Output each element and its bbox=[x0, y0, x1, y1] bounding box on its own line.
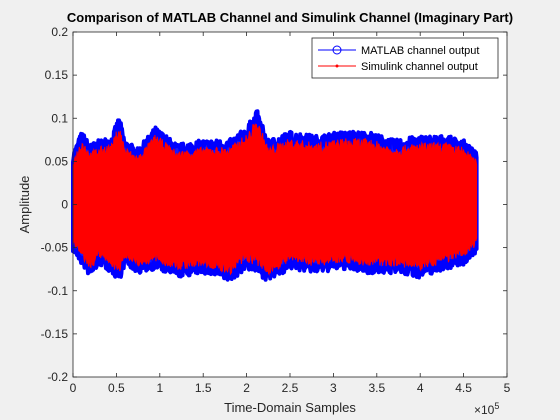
x-tick-label: 3.5 bbox=[368, 381, 385, 395]
series-layer bbox=[71, 109, 479, 282]
x-axis-exponent: ×105 bbox=[474, 401, 499, 417]
legend-label: MATLAB channel output bbox=[361, 45, 479, 57]
chart-title: Comparison of MATLAB Channel and Simulin… bbox=[67, 10, 513, 25]
x-axis-exponent-power: 5 bbox=[494, 401, 499, 411]
x-tick-label: 3 bbox=[330, 381, 337, 395]
x-tick-label: 4 bbox=[417, 381, 424, 395]
legend-marker bbox=[332, 45, 342, 55]
x-axis-exponent-base: ×10 bbox=[474, 403, 495, 417]
ticks-layer: 0 0.5 1 1.5 2 2.5 3 3.5 4 4.5 5 -0.2 -0.15 -0.1 -0.05 0… bbox=[41, 25, 511, 395]
y-tick-label: 0.05 bbox=[45, 154, 69, 168]
x-axis-label: Time-Domain Samples bbox=[224, 400, 356, 415]
x-tick-label: 1 bbox=[156, 381, 163, 395]
simulink-series-fill bbox=[72, 123, 478, 276]
y-tick-label: -0.05 bbox=[41, 241, 69, 255]
y-tick-label: -0.1 bbox=[47, 284, 68, 298]
x-tick-label: 1.5 bbox=[195, 381, 212, 395]
x-tick-label: 0.5 bbox=[108, 381, 125, 395]
y-tick-label: 0.1 bbox=[51, 111, 68, 125]
x-tick-label: 5 bbox=[504, 381, 511, 395]
x-tick-label: 2.5 bbox=[282, 381, 299, 395]
legend-label: Simulink channel output bbox=[361, 61, 478, 73]
y-axis-label: Amplitude bbox=[17, 176, 32, 234]
legend-box bbox=[311, 37, 499, 79]
x-tick-label: 4.5 bbox=[455, 381, 472, 395]
legend-marker bbox=[335, 64, 339, 68]
legend: MATLAB channel output Simulink channel ou… bbox=[311, 37, 499, 79]
y-tick-label: 0.15 bbox=[45, 68, 69, 82]
x-tick-label: 2 bbox=[243, 381, 250, 395]
series-simulink bbox=[72, 123, 478, 276]
y-tick-label: 0 bbox=[61, 198, 68, 212]
y-tick-label: 0.2 bbox=[51, 25, 68, 39]
x-tick-label: 0 bbox=[70, 381, 77, 395]
y-tick-label: -0.15 bbox=[41, 327, 69, 341]
y-tick-label: -0.2 bbox=[47, 370, 68, 384]
